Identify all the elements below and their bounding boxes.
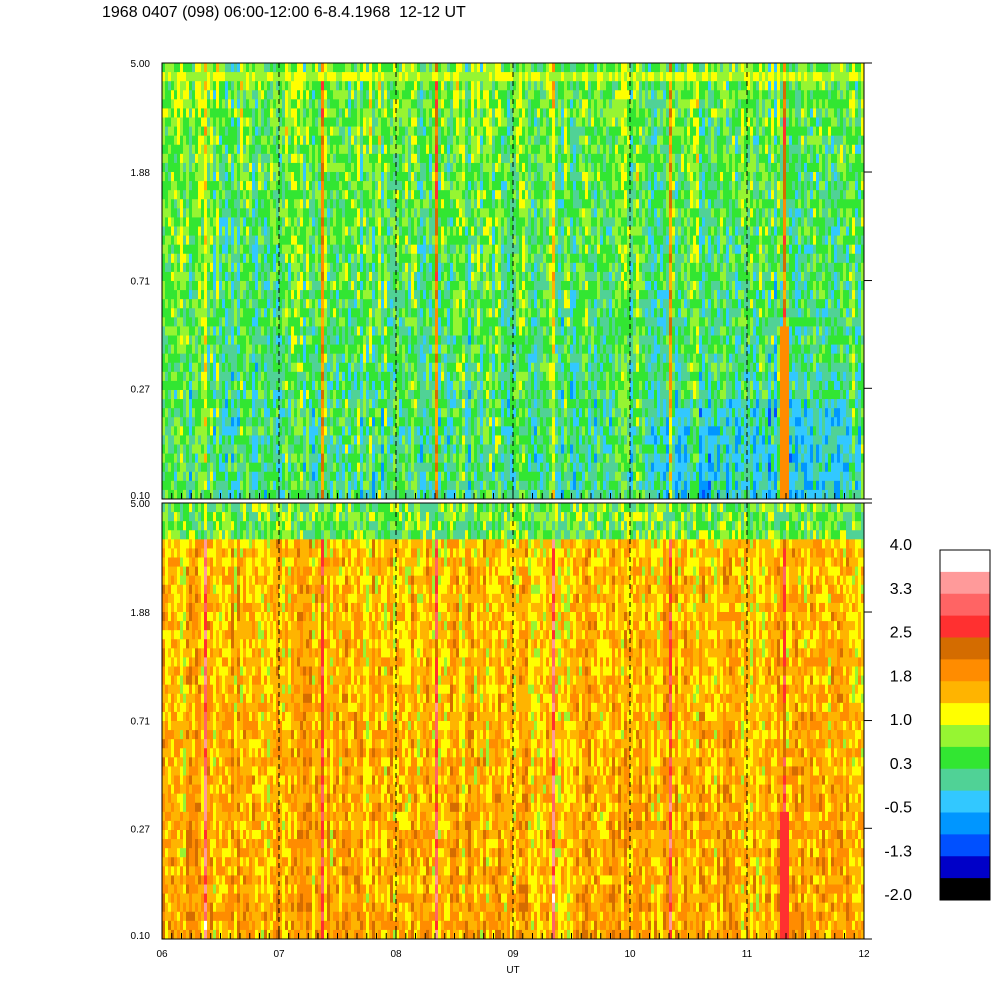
- colorbar-swatch: [940, 571, 990, 595]
- colorbar-frame: [939, 549, 991, 901]
- lower-y-tick-label: 0.27: [131, 824, 151, 835]
- upper-y-tick-label: 5.00: [131, 59, 151, 70]
- colorbar-swatch: [940, 790, 990, 814]
- upper-spectrogram-cells: [162, 63, 864, 499]
- x-tick-label: 10: [624, 949, 636, 960]
- colorbar-swatch: [940, 725, 990, 748]
- x-tick-label: 08: [390, 949, 402, 960]
- colorbar-swatch: [940, 703, 990, 726]
- colorbar-label: 2.5: [890, 625, 912, 642]
- colorbar-swatch: [940, 856, 990, 879]
- colorbar-swatch: [940, 593, 990, 617]
- lower-spectrogram-panel: [162, 503, 864, 939]
- colorbar-swatch: [940, 746, 990, 770]
- upper-y-tick-label: 0.71: [131, 277, 151, 288]
- colorbar-label: -2.0: [884, 887, 912, 904]
- colorbar-swatch: [940, 659, 990, 682]
- colorbar-swatch: [940, 834, 990, 857]
- lower-spectrogram-cells: [162, 503, 864, 939]
- colorbar-label: 4.0: [890, 537, 912, 554]
- x-tick-label: 11: [742, 949, 753, 960]
- colorbar-swatch: [940, 812, 990, 835]
- upper-spectrogram-panel: [162, 63, 864, 499]
- x-tick-label: 07: [273, 949, 285, 960]
- x-tick-label: 12: [858, 949, 870, 960]
- colorbar-label: 1.8: [890, 668, 912, 685]
- lower-y-tick-label: 0.10: [131, 931, 151, 942]
- lower-y-tick-label: 5.00: [131, 499, 151, 510]
- upper-y-tick-label: 0.10: [131, 491, 151, 502]
- colorbar-swatch: [940, 681, 990, 704]
- colorbar-label: 1.0: [890, 712, 912, 729]
- chart-title: 1968 0407 (098) 06:00-12:00 6-8.4.1968 1…: [102, 4, 466, 22]
- colorbar-swatch: [940, 768, 990, 792]
- lower-y-tick-label: 1.88: [131, 608, 151, 619]
- colorbar-label: 3.3: [890, 581, 912, 598]
- x-tick-label: 06: [156, 949, 168, 960]
- upper-y-tick-label: 0.27: [131, 384, 151, 395]
- x-axis-label: UT: [506, 965, 519, 976]
- upper-y-tick-label: 1.88: [131, 168, 151, 179]
- colorbar: 4.0 3.3 2.5 1.8 1.0 0.3 -0.5 -1.3 -2.0: [884, 537, 991, 904]
- colorbar-swatch: [940, 550, 990, 573]
- colorbar-label: 0.3: [890, 756, 912, 773]
- axes-layer: 5.001.880.710.270.105.001.880.710.270.10…: [131, 59, 872, 976]
- colorbar-swatch: [940, 615, 990, 639]
- colorbar-label: -1.3: [884, 843, 912, 860]
- lower-y-tick-label: 0.71: [131, 717, 151, 728]
- colorbar-swatch: [940, 878, 990, 901]
- x-tick-label: 09: [507, 949, 519, 960]
- colorbar-label: -0.5: [884, 800, 912, 817]
- colorbar-swatch: [940, 637, 990, 660]
